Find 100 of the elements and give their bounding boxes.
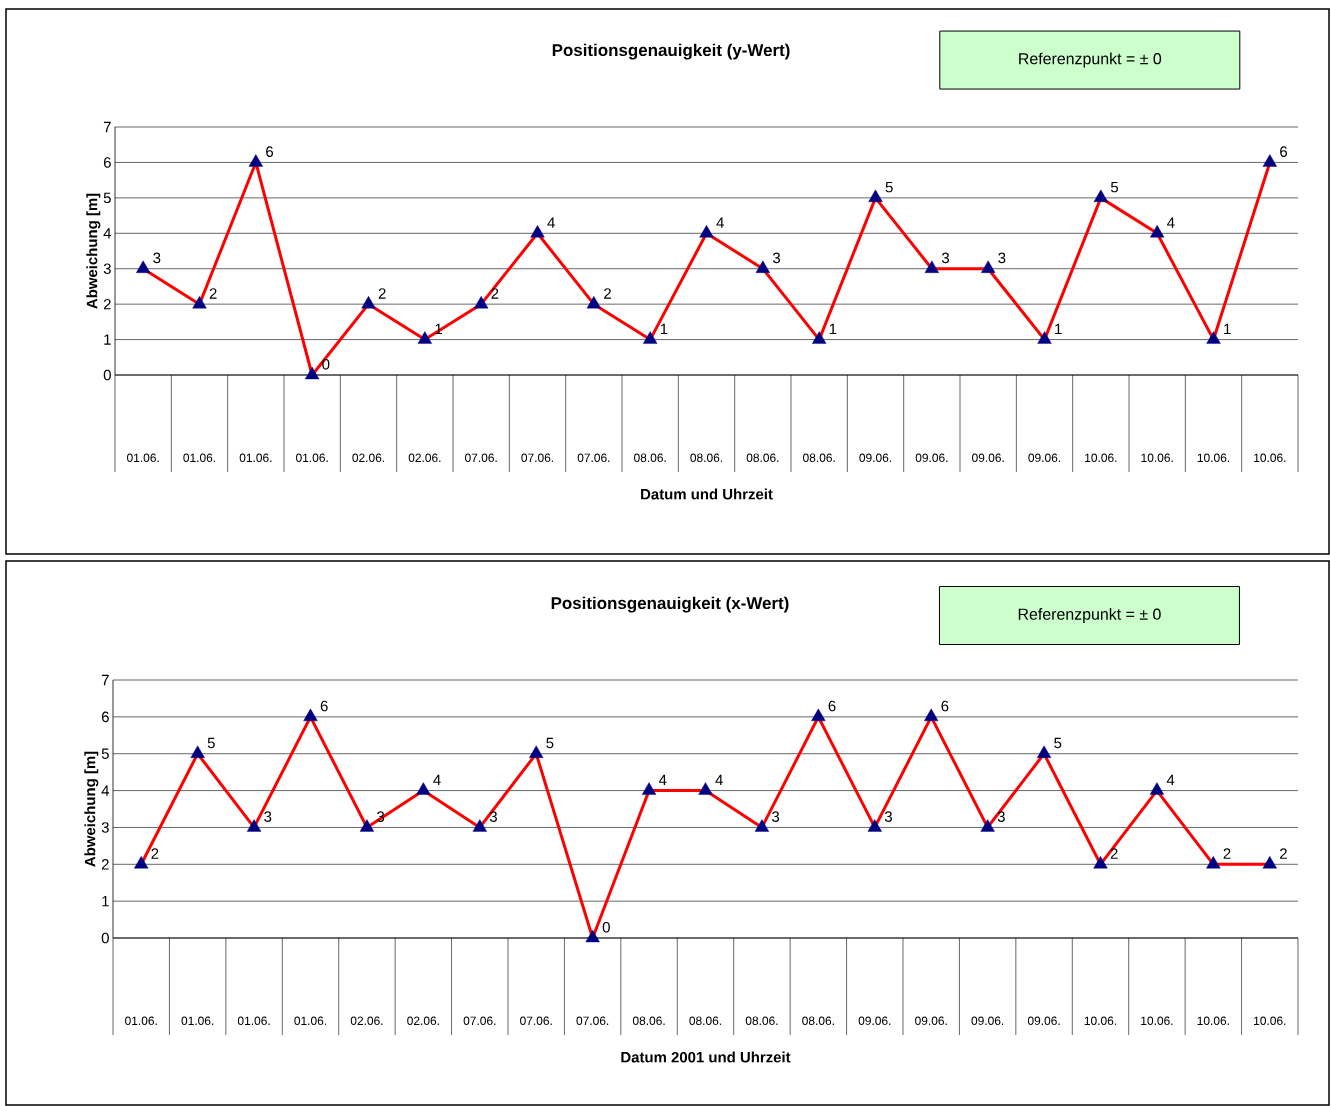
data-label: 2 — [151, 848, 159, 859]
data-label: 0 — [602, 921, 610, 933]
x-tick-label: 10.06. — [1141, 1016, 1173, 1025]
point — [1149, 782, 1165, 795]
data-label: 0 — [322, 358, 330, 370]
point — [812, 331, 827, 344]
y-tick-label: 7 — [101, 674, 109, 686]
x-tick-label: 08.06. — [745, 1016, 778, 1025]
data-label: 4 — [433, 774, 441, 786]
y-axis-title: Abweichung [m] — [86, 193, 101, 309]
data-label: 1 — [1224, 323, 1231, 335]
y-tick-label: 3 — [101, 822, 109, 833]
y-tick-label: 4 — [101, 785, 110, 796]
x-tick-label: 10.06. — [1254, 453, 1286, 462]
data-label: 3 — [772, 252, 781, 264]
x-tick-label: 01.06. — [125, 1016, 157, 1025]
point — [192, 295, 207, 309]
x-tick-label: 08.06. — [632, 1016, 665, 1025]
data-label: 3 — [997, 811, 1005, 822]
y-axis-title: Abweichung [m] — [84, 751, 99, 867]
point — [305, 366, 320, 380]
x-tick-label: 09.06. — [858, 1016, 891, 1025]
data-label: 1 — [829, 323, 837, 335]
x-tick-label: 01.06. — [183, 453, 216, 462]
x-tick-label: 08.06. — [689, 1016, 722, 1025]
x-tick-label: 10.06. — [1254, 1016, 1286, 1025]
point — [1037, 331, 1052, 344]
point — [303, 708, 318, 722]
point — [246, 819, 262, 832]
point — [867, 819, 882, 832]
data-label: 6 — [1280, 146, 1288, 157]
x-tick-label: 07.06. — [463, 1016, 496, 1025]
data-label: 4 — [658, 774, 667, 786]
y-tick-label: 3 — [103, 263, 111, 275]
data-label: 5 — [1054, 737, 1062, 749]
point — [811, 708, 826, 722]
data-label: 2 — [1280, 848, 1287, 859]
point — [530, 225, 545, 238]
y-tick-label: 6 — [103, 157, 111, 168]
point — [417, 331, 432, 344]
x-tick-label: 08.06. — [803, 453, 835, 462]
data-label: 2 — [491, 288, 499, 299]
x-tick-label: 01.06. — [294, 1016, 327, 1025]
data-label: 4 — [1167, 217, 1175, 228]
y-tick-label: 5 — [103, 192, 111, 204]
y-tick-label: 0 — [103, 369, 111, 381]
point — [248, 154, 263, 167]
point — [586, 295, 601, 309]
data-label: 4 — [1166, 774, 1175, 786]
y-tick-label: 2 — [101, 859, 109, 870]
x-tick-label: 09.06. — [1027, 1016, 1060, 1025]
x-tick-label: 07.06. — [520, 1016, 552, 1025]
x-tick-label: 08.06. — [746, 453, 779, 462]
x-tick-label: 01.06. — [181, 1016, 214, 1025]
x-tick-label: 08.06. — [690, 453, 723, 462]
point — [1093, 189, 1108, 203]
text: Referenzpunkt = ± 0 — [1018, 608, 1161, 623]
point — [529, 745, 544, 758]
x-tick-label: 07.06. — [577, 453, 610, 462]
x-tick-label: 01.06. — [239, 453, 272, 462]
x-tick-label: 09.06. — [915, 1016, 947, 1025]
point — [416, 782, 431, 795]
point — [755, 260, 770, 273]
data-label: 4 — [716, 217, 724, 228]
data-label: 1 — [660, 323, 668, 335]
point — [472, 819, 487, 832]
data-label: 2 — [378, 288, 386, 299]
point — [1262, 856, 1277, 869]
point — [359, 819, 375, 832]
data-label: 5 — [207, 737, 215, 749]
data-label: 5 — [885, 181, 893, 193]
x-tick-label: 10.06. — [1197, 453, 1230, 462]
data-label: 3 — [772, 811, 780, 822]
point — [1206, 856, 1221, 869]
x-tick-label: 09.06. — [1028, 453, 1061, 462]
data-label: 2 — [604, 288, 611, 299]
data-label: 2 — [1110, 848, 1118, 859]
data-label: 6 — [828, 700, 836, 712]
data-label: 6 — [266, 146, 274, 157]
data-label: 1 — [1055, 323, 1062, 335]
point — [585, 929, 600, 943]
point — [980, 819, 995, 832]
x-tick-label: 02.06. — [407, 1016, 439, 1025]
y-tick-label: 6 — [101, 711, 109, 723]
x-tick-label: 10.06. — [1084, 1016, 1117, 1025]
chart-title: Positionsgenauigkeit (x-Wert) — [551, 596, 789, 613]
point — [698, 782, 713, 795]
data-label: 4 — [715, 774, 723, 786]
point — [641, 782, 657, 795]
y-tick-label: 5 — [101, 748, 109, 759]
point — [868, 189, 883, 203]
text: Referenzpunkt = ± 0 — [1019, 52, 1162, 68]
x-tick-label: 08.06. — [802, 1016, 834, 1025]
point — [699, 225, 714, 238]
x-tick-label: 02.06. — [350, 1016, 383, 1025]
data-label: 4 — [547, 217, 555, 228]
data-label: 3 — [998, 252, 1006, 264]
x-tick-label: 10.06. — [1085, 453, 1117, 462]
x-tick-label: 01.06. — [296, 453, 328, 462]
point — [1206, 331, 1221, 344]
